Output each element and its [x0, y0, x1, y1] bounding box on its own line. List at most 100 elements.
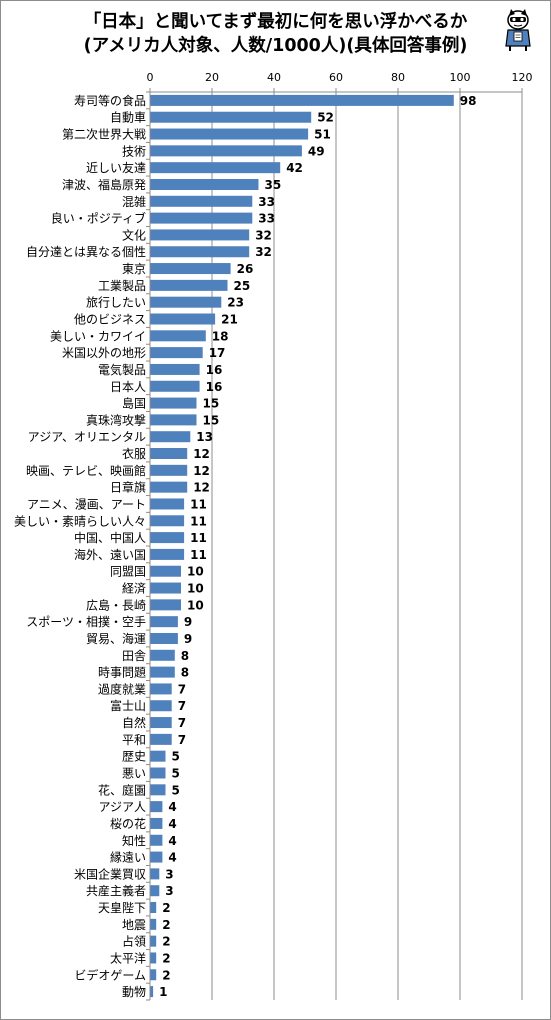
bar	[150, 279, 228, 291]
value-label: 8	[181, 649, 189, 663]
category-label: 美しい・カワイイ	[50, 329, 146, 343]
category-label: 田舎	[122, 649, 146, 663]
value-label: 5	[172, 750, 180, 764]
bar	[150, 464, 188, 476]
value-label: 5	[172, 783, 180, 797]
category-label: 歴史	[122, 750, 146, 764]
bar	[150, 347, 203, 359]
bar	[150, 683, 172, 695]
bar	[150, 817, 163, 829]
category-label: 映画、テレビ、映画館	[26, 463, 146, 478]
bar	[150, 649, 175, 661]
category-label: 貿易、海運	[86, 631, 146, 646]
value-label: 26	[237, 262, 254, 276]
category-label: 縁遠い	[110, 850, 146, 865]
bar	[150, 246, 250, 258]
category-label: 日章旗	[110, 480, 146, 495]
bar	[150, 801, 163, 813]
bar	[150, 868, 160, 880]
value-label: 4	[168, 834, 176, 848]
value-label: 4	[168, 800, 176, 814]
category-label: 共産主義者	[86, 883, 146, 898]
value-label: 49	[308, 144, 325, 158]
bar	[150, 448, 188, 460]
category-label: スポーツ・相撲・空手	[26, 614, 146, 629]
category-label: 悪い	[122, 767, 146, 781]
value-label: 11	[190, 531, 207, 545]
category-label: 自動車	[110, 111, 146, 125]
category-label: 天皇陛下	[98, 900, 146, 915]
value-label: 12	[193, 481, 210, 495]
bar	[150, 750, 166, 762]
category-label: 地震	[122, 918, 146, 932]
category-label: 自分達とは異なる個性	[26, 245, 146, 259]
bar	[150, 834, 163, 846]
bar	[150, 885, 160, 897]
category-label: 米国企業買収	[74, 866, 146, 881]
bar	[150, 515, 185, 527]
value-label: 8	[181, 666, 189, 680]
category-label: 海外、遠い国	[74, 547, 146, 562]
category-label: 知性	[122, 834, 146, 848]
category-label: 混雑	[122, 194, 146, 209]
category-label: 真珠湾攻撃	[86, 412, 146, 427]
bar	[150, 481, 188, 493]
category-label: 花、庭園	[98, 782, 146, 797]
value-label: 2	[162, 935, 170, 949]
bar	[150, 733, 172, 745]
category-label: 占領	[122, 934, 146, 949]
category-label: アジア人	[98, 800, 146, 814]
category-label: 広島・長崎	[86, 597, 146, 612]
category-label: 美しい・素晴らしい人々	[14, 514, 146, 528]
value-label: 12	[193, 447, 210, 461]
bar	[150, 397, 197, 409]
value-label: 33	[258, 195, 275, 209]
bar	[150, 548, 185, 560]
category-label: 桜の花	[110, 816, 146, 831]
category-label: 自然	[122, 715, 146, 730]
value-label: 52	[317, 111, 334, 125]
value-label: 9	[184, 615, 192, 629]
value-label: 16	[206, 363, 223, 377]
bar	[150, 599, 181, 611]
bar	[150, 195, 253, 207]
value-label: 15	[203, 413, 220, 427]
value-label: 10	[187, 565, 204, 579]
value-label: 7	[178, 699, 186, 713]
value-label: 33	[258, 212, 275, 226]
mascot-logo	[505, 9, 531, 51]
bar	[150, 532, 185, 544]
bar	[150, 296, 222, 308]
value-label: 12	[193, 464, 210, 478]
category-label: 近しい友達	[86, 161, 146, 175]
value-label: 9	[184, 632, 192, 646]
bar	[150, 666, 175, 678]
value-label: 25	[234, 279, 251, 293]
value-label: 23	[227, 296, 244, 310]
value-label: 1	[159, 985, 167, 999]
value-label: 17	[209, 346, 226, 360]
category-label: 東京	[122, 262, 146, 276]
bar	[150, 952, 157, 964]
value-label: 11	[190, 514, 207, 528]
bar	[150, 363, 200, 375]
bar	[150, 918, 157, 930]
value-label: 18	[212, 329, 229, 343]
x-tick-label: 20	[205, 71, 219, 84]
bar	[150, 330, 206, 342]
bar	[150, 263, 231, 275]
bar	[150, 128, 309, 140]
value-label: 42	[286, 161, 303, 175]
category-label: 平和	[122, 733, 146, 747]
value-label: 7	[178, 716, 186, 730]
category-label: 衣服	[122, 446, 146, 461]
bar	[150, 145, 302, 157]
value-label: 4	[168, 851, 176, 865]
bar	[150, 380, 200, 392]
value-label: 10	[187, 582, 204, 596]
x-tick-label: 100	[450, 71, 471, 84]
category-label: 旅行したい	[86, 296, 146, 310]
bar	[150, 431, 191, 443]
value-label: 51	[314, 128, 331, 142]
bar	[150, 632, 178, 644]
